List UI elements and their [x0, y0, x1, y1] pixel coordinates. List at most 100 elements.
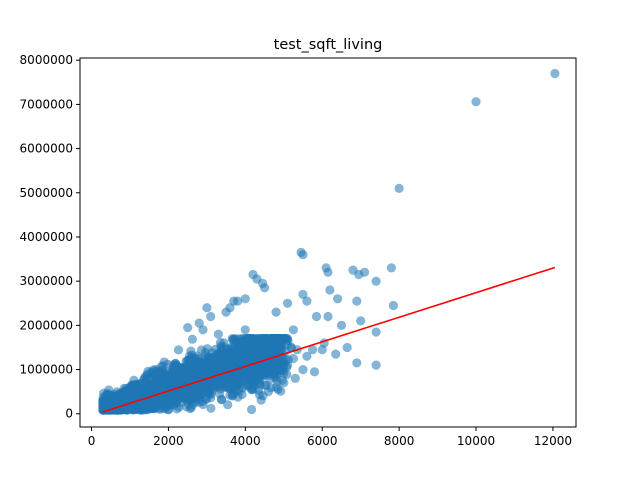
scatter-point: [394, 183, 404, 193]
x-tick-label: 6000: [307, 434, 338, 448]
scatter-point: [308, 345, 318, 355]
scatter-point: [298, 289, 308, 299]
scatter-point: [98, 397, 108, 407]
y-tick-label: 8000000: [20, 53, 73, 67]
scatter-point: [146, 367, 156, 377]
scatter-point: [158, 366, 168, 376]
scatter-point: [302, 296, 312, 306]
scatter-point: [261, 334, 271, 344]
scatter-point: [198, 325, 208, 335]
scatter-point: [131, 388, 141, 398]
scatter-point: [194, 318, 204, 328]
scatter-point: [263, 387, 273, 397]
scatter-point: [217, 394, 227, 404]
scatter-point: [288, 325, 298, 335]
scatter-point: [206, 311, 216, 322]
scatter-point: [151, 396, 161, 406]
scatter-point: [234, 337, 244, 347]
scatter-point: [176, 368, 186, 378]
scatter-point: [247, 404, 257, 415]
scatter-point: [248, 334, 258, 344]
scatter-point: [121, 392, 131, 402]
plot-area: [98, 68, 560, 415]
x-tick-label: 0: [88, 434, 96, 448]
scatter-point: [273, 384, 283, 394]
scatter-point: [371, 360, 381, 370]
scatter-point: [288, 353, 298, 364]
y-tick-label: 6000000: [20, 142, 73, 156]
scatter-point: [173, 345, 184, 355]
scatter-point: [342, 342, 352, 353]
scatter-point: [223, 350, 233, 360]
scatter-point: [279, 378, 289, 388]
scatter-point: [331, 349, 341, 359]
scatter-point: [266, 363, 276, 373]
x-tick-label: 10000: [457, 434, 495, 448]
scatter-point: [183, 323, 193, 333]
scatter-point: [233, 296, 243, 306]
x-tick-label: 8000: [384, 434, 415, 448]
scatter-point: [298, 250, 308, 260]
scatter-point: [227, 378, 237, 388]
scatter-point: [221, 307, 231, 317]
scatter-point: [210, 344, 220, 354]
scatter-point: [550, 68, 560, 79]
scatter-point: [213, 329, 223, 339]
chart-title: test_sqft_living: [274, 37, 383, 53]
scatter-point: [219, 338, 229, 348]
axes-frame: [79, 57, 577, 428]
scatter-point: [240, 325, 250, 335]
scatter-point: [274, 357, 284, 367]
scatter-point: [144, 382, 155, 392]
scatter-point: [151, 377, 161, 388]
scatter-point: [281, 334, 291, 344]
scatter-point: [223, 400, 233, 410]
scatter-point: [273, 334, 283, 344]
y-tick-label: 1000000: [20, 363, 73, 377]
scatter-point: [253, 385, 263, 395]
scatter-point: [104, 389, 114, 400]
scatter-point: [186, 402, 196, 413]
scatter-point: [359, 267, 370, 277]
scatter-point: [260, 283, 270, 293]
y-tick-label: 4000000: [20, 230, 73, 244]
regression-line: [102, 266, 556, 413]
y-tick-label: 7000000: [20, 97, 73, 111]
scatter-point: [388, 300, 398, 311]
scatter-point: [184, 355, 194, 365]
scatter-point: [246, 374, 256, 384]
scatter-point: [471, 97, 481, 107]
scatter-point: [129, 402, 139, 412]
scatter-point: [197, 390, 207, 400]
scatter-point: [323, 267, 333, 277]
scatter-point: [235, 386, 245, 396]
scatter-point: [162, 372, 173, 382]
scatter-point: [283, 298, 293, 308]
scatter-point: [193, 369, 203, 379]
scatter-point: [283, 360, 293, 370]
scatter-point: [356, 316, 366, 326]
scatter-point: [256, 351, 266, 361]
scatter-point: [352, 358, 362, 368]
scatter-point: [302, 351, 312, 361]
scatter-point: [311, 311, 322, 322]
y-tick-label: 0: [65, 407, 73, 421]
scatter-point: [386, 263, 396, 273]
scatter-point: [325, 285, 335, 295]
x-tick-label: 2000: [153, 434, 184, 448]
y-tick-label: 2000000: [20, 318, 73, 332]
scatter-point: [260, 369, 270, 379]
scatter-point: [186, 388, 196, 398]
scatter-point: [143, 405, 153, 415]
scatter-point: [371, 327, 381, 337]
scatter-point: [271, 307, 281, 317]
scatter-point: [336, 320, 347, 330]
scatter-point: [240, 294, 250, 304]
scatter-point: [224, 361, 234, 371]
scatter-point: [206, 403, 216, 413]
scatter-point: [244, 342, 254, 353]
x-tick-label: 4000: [230, 434, 261, 448]
scatter-point: [255, 334, 265, 344]
scatter-point: [132, 379, 142, 389]
